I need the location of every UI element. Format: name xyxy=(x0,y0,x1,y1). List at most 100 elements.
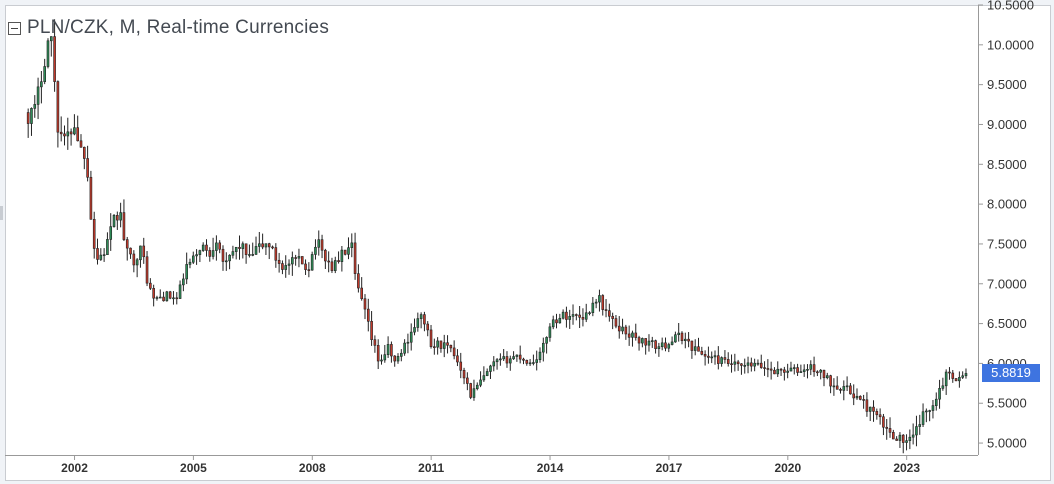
x-tick-label: 2005 xyxy=(180,461,207,475)
candle-up xyxy=(40,81,43,88)
candle-down xyxy=(627,333,631,338)
candle-down xyxy=(624,326,628,335)
candle-down xyxy=(142,245,146,258)
candle-down xyxy=(835,385,839,390)
chart-header: PLN/CZK, M, Real-time Currencies xyxy=(8,15,329,41)
y-tick-label: 7.0000 xyxy=(987,276,1027,291)
candle-down xyxy=(221,248,225,262)
candle-up xyxy=(598,295,601,303)
candle-down xyxy=(429,329,433,347)
candle-down xyxy=(168,291,172,299)
candle-down xyxy=(373,339,377,346)
candle-up xyxy=(386,344,390,355)
x-axis-ticks: 2002 2005 2008 2011 2014 2017 2020 2023 xyxy=(61,455,920,475)
x-tick-label: 2020 xyxy=(774,461,801,475)
candle-up xyxy=(944,371,948,387)
candle-down xyxy=(888,428,892,433)
candle-down xyxy=(79,140,83,148)
candle-down xyxy=(281,263,284,270)
candle-up xyxy=(185,264,188,280)
candle-down xyxy=(872,406,875,412)
candle-down xyxy=(469,383,472,398)
candle-up xyxy=(198,250,202,255)
candle-down xyxy=(608,310,611,317)
candle-up xyxy=(297,256,301,259)
candle-down xyxy=(330,261,334,271)
candle-down xyxy=(617,325,621,332)
candle-down xyxy=(56,81,60,133)
candle-down xyxy=(393,355,397,362)
candle-up xyxy=(191,255,195,263)
candle-up xyxy=(915,426,918,436)
candle-down xyxy=(76,127,80,142)
candle-up xyxy=(921,411,925,425)
candle-up xyxy=(545,337,548,344)
candle-down xyxy=(601,295,605,310)
candle-up xyxy=(409,331,413,343)
candle-down xyxy=(59,131,63,135)
candle-down xyxy=(637,337,641,344)
x-tick-label: 2011 xyxy=(418,461,444,475)
candle-up xyxy=(264,243,268,248)
candle-down xyxy=(654,340,657,349)
candle-up xyxy=(508,358,512,364)
resize-handle[interactable] xyxy=(0,206,3,220)
candle-up xyxy=(43,66,46,82)
candle-down xyxy=(878,414,882,418)
candle-up xyxy=(776,368,780,375)
x-tick-label: 2014 xyxy=(537,461,564,475)
candle-up xyxy=(479,379,482,386)
candle-up xyxy=(743,365,747,367)
chart-title: PLN/CZK, M, Real-time Currencies xyxy=(27,17,330,38)
candle-up xyxy=(683,338,687,342)
candle-down xyxy=(125,239,129,249)
candle-up xyxy=(693,346,697,351)
candle-down xyxy=(69,131,73,135)
candle-up xyxy=(350,242,354,248)
candle-down xyxy=(304,263,307,270)
candle-up xyxy=(419,314,423,319)
candle-down xyxy=(948,371,951,374)
candle-down xyxy=(518,354,522,360)
candle-down xyxy=(555,319,558,324)
candle-down xyxy=(859,395,862,400)
candle-down xyxy=(390,344,393,357)
candle-up xyxy=(964,373,968,377)
candle-down xyxy=(370,320,373,340)
y-tick-label: 5.0000 xyxy=(987,436,1027,451)
candle-down xyxy=(357,273,360,289)
candle-down xyxy=(700,350,704,355)
candle-up xyxy=(911,434,915,438)
candle-up xyxy=(347,247,350,255)
collapse-icon[interactable] xyxy=(8,21,21,35)
candle-up xyxy=(442,342,446,349)
candle-up xyxy=(102,254,106,256)
candle-up xyxy=(868,406,872,412)
candle-up xyxy=(112,215,116,227)
candle-down xyxy=(162,296,165,302)
candle-down xyxy=(449,344,453,349)
candle-down xyxy=(664,342,667,349)
candle-up xyxy=(234,246,238,252)
candle-up xyxy=(667,344,671,349)
candle-up xyxy=(135,259,139,266)
candle-up xyxy=(165,291,169,302)
candle-down xyxy=(581,317,585,320)
candle-down xyxy=(766,368,770,370)
candle-up xyxy=(802,369,806,372)
candle-down xyxy=(459,361,463,371)
candle-down xyxy=(307,269,311,271)
candle-down xyxy=(895,438,898,441)
candle-up xyxy=(710,356,714,359)
candle-down xyxy=(96,248,99,260)
x-tick-label: 2017 xyxy=(656,461,683,475)
candle-up xyxy=(333,260,337,271)
candle-up xyxy=(792,367,796,369)
candle-down xyxy=(901,434,905,443)
candle-down xyxy=(687,338,690,342)
candle-down xyxy=(773,369,776,375)
candle-up xyxy=(436,340,439,348)
candle-down xyxy=(816,371,819,374)
candle-down xyxy=(796,367,799,373)
